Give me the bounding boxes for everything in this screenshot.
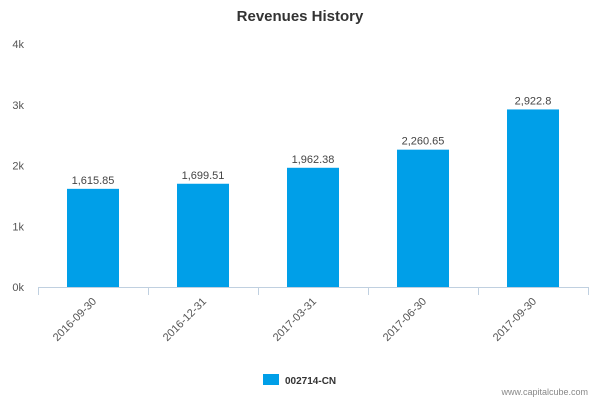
y-tick-label: 2k [12, 161, 24, 173]
y-tick-label: 1k [12, 221, 24, 233]
credit-text: www.capitalcube.com [500, 387, 588, 397]
x-tick-label: 2017-09-30 [491, 296, 539, 344]
legend: 002714-CN [263, 374, 336, 387]
legend-label: 002714-CN [285, 376, 336, 387]
y-tick-label: 3k [12, 100, 24, 112]
data-label: 1,962.38 [292, 154, 335, 166]
chart-title: Revenues History [237, 8, 364, 25]
bar [287, 167, 339, 287]
bar [397, 149, 449, 287]
bar [67, 188, 119, 287]
data-label: 2,260.65 [402, 136, 445, 148]
data-label: 1,615.85 [72, 175, 115, 187]
bar [507, 109, 559, 287]
legend-swatch [263, 374, 279, 385]
x-axis: 2016-09-30 2016-12-31 2017-03-31 2017-06-30… [38, 287, 589, 344]
y-tick-label: 0k [12, 282, 24, 294]
x-tick-label: 2016-09-30 [51, 296, 99, 344]
y-axis: 0k 1k 2k 3k 4k [12, 39, 24, 294]
y-tick-label: 4k [12, 39, 24, 51]
x-tick-label: 2016-12-31 [161, 296, 209, 344]
bar [177, 183, 229, 287]
x-tick-label: 2017-06-30 [381, 296, 429, 344]
data-label: 2,922.8 [515, 95, 552, 107]
bars-group: 1,615.85 1,699.51 1,962.38 2,260.65 2,922.8 [67, 95, 559, 287]
x-tick-label: 2017-03-31 [271, 296, 319, 344]
data-label: 1,699.51 [182, 170, 225, 182]
